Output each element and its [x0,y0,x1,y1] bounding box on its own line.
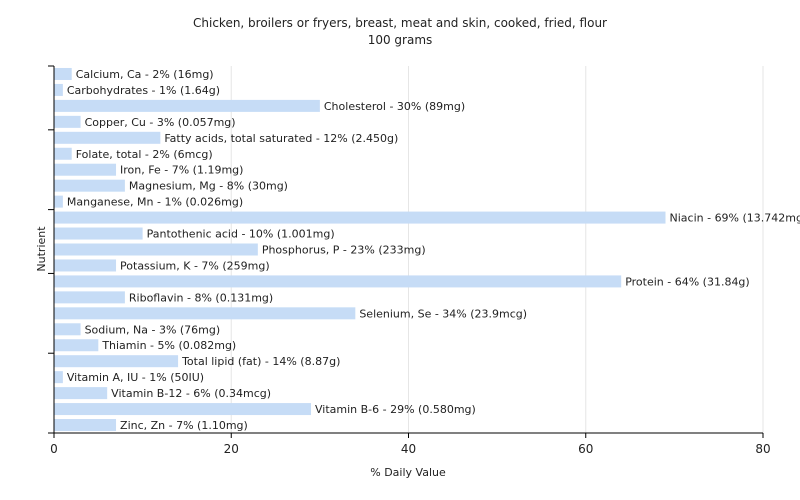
bar-5 [54,147,72,160]
bar-8 [54,195,63,208]
bar-label-0: Calcium, Ca - 2% (16mg) [76,68,214,81]
bar-21 [54,403,312,416]
bar-15 [54,307,356,320]
bar-4 [54,131,161,144]
bar-18 [54,355,179,368]
bar-20 [54,387,108,400]
bar-7 [54,179,125,192]
bar-label-18: Total lipid (fat) - 14% (8.87g) [181,355,340,368]
bar-22 [54,419,117,432]
bar-label-1: Carbohydrates - 1% (1.64g) [67,84,220,97]
bar-12 [54,259,117,272]
bar-label-3: Copper, Cu - 3% (0.057mg) [85,116,236,129]
y-axis-label: Nutrient [35,226,48,272]
x-axis-label: % Daily Value [370,466,446,479]
bar-11 [54,243,258,256]
bar-10 [54,227,143,240]
bar-1 [54,83,63,96]
x-tick-label-0: 0 [50,442,58,456]
bar-2 [54,99,320,112]
x-tick-label-3: 60 [578,442,593,456]
bar-label-14: Riboflavin - 8% (0.131mg) [129,291,273,304]
bar-label-22: Zinc, Zn - 7% (1.10mg) [120,419,248,432]
bar-label-21: Vitamin B-6 - 29% (0.580mg) [315,403,476,416]
bar-label-11: Phosphorus, P - 23% (233mg) [262,244,426,257]
x-tick-label-1: 20 [224,442,239,456]
bar-17 [54,339,99,352]
bar-9 [54,211,666,224]
bar-label-13: Protein - 64% (31.84g) [625,275,750,288]
bar-label-5: Folate, total - 2% (6mcg) [76,148,213,161]
bar-label-10: Pantothenic acid - 10% (1.001mg) [147,228,335,241]
bar-16 [54,323,81,336]
bar-label-16: Sodium, Na - 3% (76mg) [85,323,221,336]
bar-3 [54,115,81,128]
bar-0 [54,67,72,80]
bar-19 [54,371,63,384]
plot-area: Calcium, Ca - 2% (16mg) Carbohydrates - 1… [48,65,800,456]
bar-label-15: Selenium, Se - 34% (23.9mcg) [359,307,527,320]
bar-label-8: Manganese, Mn - 1% (0.026mg) [67,196,243,209]
bar-label-7: Magnesium, Mg - 8% (30mg) [129,180,288,193]
bar-14 [54,291,125,304]
x-tick-label-4: 80 [755,442,770,456]
chart-subtitle: 100 grams [368,33,433,47]
bar-label-20: Vitamin B-12 - 6% (0.34mcg) [111,387,271,400]
x-tick-label-2: 40 [401,442,416,456]
bar-label-17: Thiamin - 5% (0.082mg) [101,339,236,352]
chart-title: Chicken, broilers or fryers, breast, mea… [193,16,607,30]
bar-label-2: Cholesterol - 30% (89mg) [324,100,465,113]
bar-label-19: Vitamin A, IU - 1% (50IU) [67,371,204,384]
bar-13 [54,275,622,288]
bar-label-12: Potassium, K - 7% (259mg) [120,259,270,272]
bar-label-4: Fatty acids, total saturated - 12% (2.45… [164,132,398,145]
bar-label-9: Niacin - 69% (13.742mg) [670,212,800,225]
bar-label-6: Iron, Fe - 7% (1.19mg) [120,164,243,177]
bar-6 [54,163,117,176]
